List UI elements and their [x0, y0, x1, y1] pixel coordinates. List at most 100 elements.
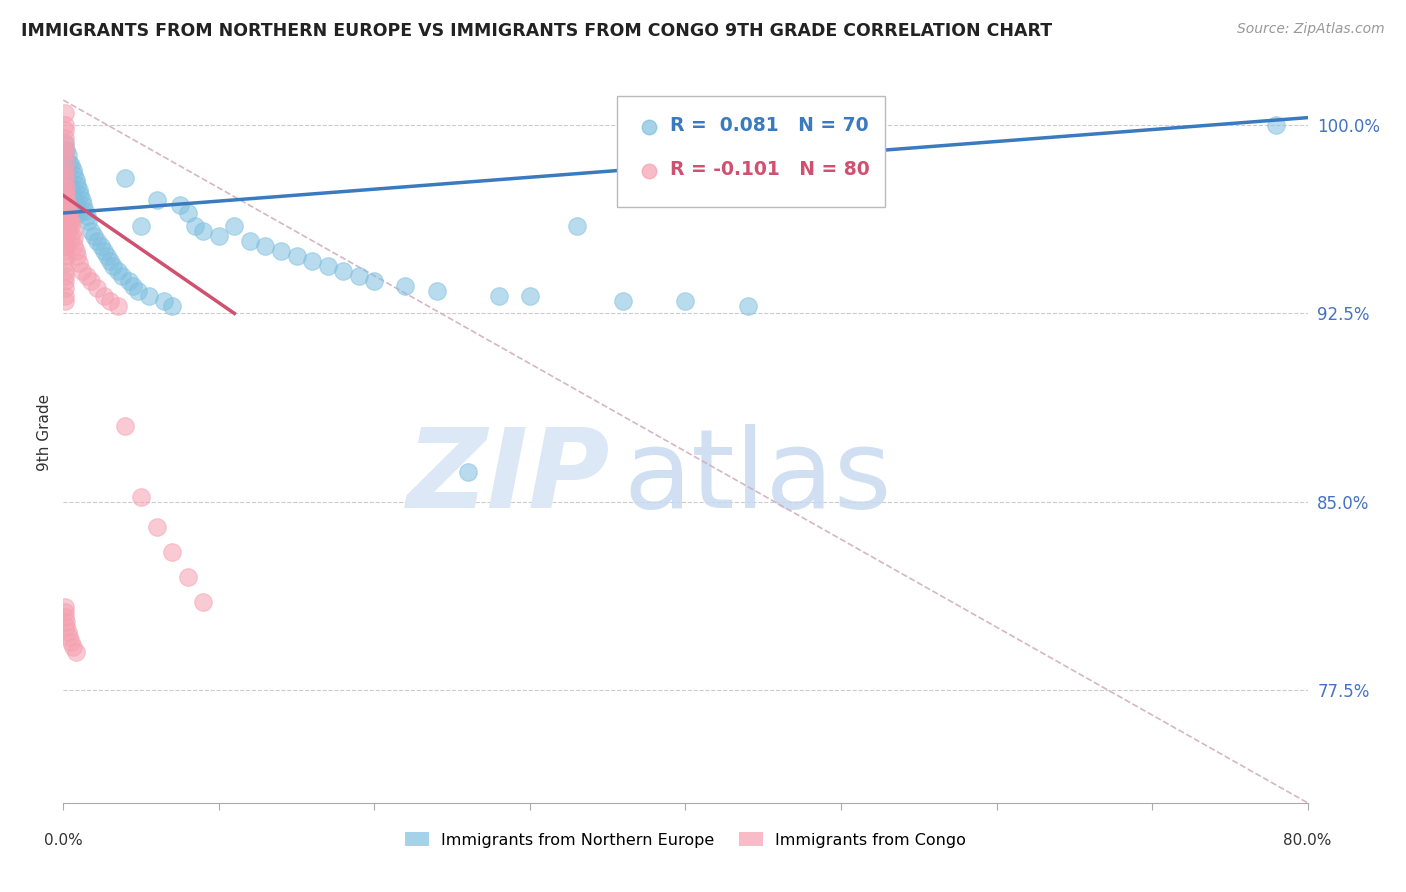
Point [67, 206, 90, 220]
Point [53, 123, 76, 137]
Point [153, 293, 176, 308]
Point [60, 219, 83, 233]
Point [76, 268, 98, 283]
Point [58, 630, 80, 644]
Point [60, 231, 83, 245]
Point [55, 163, 77, 178]
Point [60, 213, 83, 227]
Point [63, 238, 86, 252]
Point [55, 615, 77, 629]
Point [127, 284, 149, 298]
Point [145, 194, 167, 208]
Point [193, 595, 215, 609]
Point [129, 490, 152, 504]
Point [53, 169, 76, 183]
Point [65, 173, 87, 187]
Point [56, 206, 79, 220]
Point [53, 238, 76, 252]
Point [86, 234, 108, 248]
Point [285, 249, 308, 263]
Point [785, 336, 807, 351]
Point [239, 234, 262, 248]
Point [55, 143, 77, 157]
Point [55, 213, 77, 227]
Point [316, 259, 339, 273]
Text: atlas: atlas [623, 424, 891, 531]
Point [53, 281, 76, 295]
Point [1265, 118, 1288, 132]
Point [101, 259, 124, 273]
Point [53, 224, 76, 238]
Point [785, 487, 807, 501]
Point [53, 219, 76, 233]
Point [60, 635, 83, 649]
Point [67, 183, 90, 197]
Point [58, 219, 80, 233]
Point [58, 178, 80, 193]
Point [488, 289, 510, 303]
Point [184, 219, 207, 233]
Point [53, 213, 76, 227]
Point [675, 293, 697, 308]
Point [193, 224, 215, 238]
Point [53, 194, 76, 208]
Point [224, 219, 246, 233]
Point [53, 130, 76, 145]
Point [426, 284, 449, 298]
Point [56, 625, 79, 640]
Point [114, 170, 136, 185]
Text: IMMIGRANTS FROM NORTHERN EUROPE VS IMMIGRANTS FROM CONGO 9TH GRADE CORRELATION C: IMMIGRANTS FROM NORTHERN EUROPE VS IMMIG… [21, 22, 1052, 40]
Point [53, 268, 76, 283]
Text: R = -0.101   N = 80: R = -0.101 N = 80 [671, 161, 870, 179]
Point [58, 213, 80, 227]
Point [107, 299, 129, 313]
Point [56, 173, 79, 187]
Point [53, 181, 76, 195]
Point [63, 191, 86, 205]
Point [737, 299, 759, 313]
Point [53, 173, 76, 187]
Point [60, 181, 83, 195]
Point [55, 219, 77, 233]
Point [53, 274, 76, 288]
Point [66, 201, 89, 215]
Point [65, 196, 87, 211]
Point [270, 244, 292, 258]
Point [66, 178, 89, 193]
Point [63, 169, 86, 183]
Point [53, 605, 76, 619]
Point [72, 198, 94, 212]
Point [55, 188, 77, 202]
Point [565, 219, 588, 233]
Text: 0.0%: 0.0% [44, 833, 83, 848]
Point [177, 570, 200, 584]
Point [53, 264, 76, 278]
Point [53, 293, 76, 308]
Point [53, 198, 76, 212]
Point [63, 231, 86, 245]
Point [55, 181, 77, 195]
Point [169, 198, 191, 212]
Point [80, 274, 103, 288]
Point [53, 249, 76, 263]
Point [58, 206, 80, 220]
Y-axis label: 9th Grade: 9th Grade [37, 394, 52, 471]
Point [98, 253, 121, 268]
Point [62, 640, 84, 655]
Point [53, 148, 76, 162]
Point [93, 289, 115, 303]
Point [53, 156, 76, 170]
Point [138, 289, 160, 303]
Point [53, 163, 76, 178]
Point [53, 143, 76, 157]
Point [56, 198, 79, 212]
Point [53, 138, 76, 153]
Point [177, 206, 200, 220]
Text: R =  0.081   N = 70: R = 0.081 N = 70 [671, 116, 869, 135]
Point [56, 148, 79, 162]
Point [332, 264, 354, 278]
Point [347, 268, 370, 283]
Point [53, 206, 76, 220]
Point [70, 264, 93, 278]
Point [145, 520, 167, 534]
